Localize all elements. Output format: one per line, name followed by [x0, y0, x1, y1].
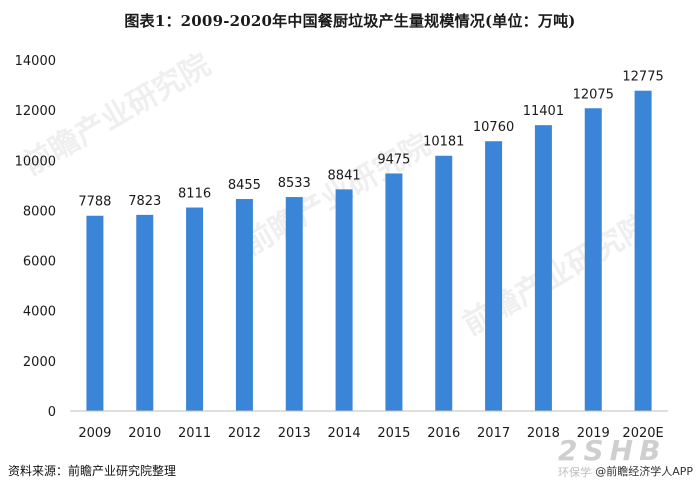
- data-label: 12775: [622, 70, 663, 85]
- x-tick-label: 2012: [228, 426, 261, 441]
- bar-2019: [584, 108, 602, 411]
- data-label: 7788: [78, 195, 111, 210]
- x-tick-label: 2014: [328, 426, 361, 441]
- bar-2015: [385, 173, 403, 411]
- x-tick-label: 2018: [527, 426, 560, 441]
- data-label: 8455: [228, 178, 261, 193]
- bar-2013: [285, 197, 303, 411]
- data-label: 8841: [328, 168, 361, 183]
- x-tick-label: 2020E: [622, 426, 663, 441]
- y-tick-label: 4000: [23, 305, 56, 320]
- x-tick-label: 2009: [78, 426, 111, 441]
- y-tick-label: 12000: [15, 104, 56, 119]
- bar-2018: [534, 125, 552, 411]
- y-tick-label: 6000: [23, 255, 56, 270]
- x-tick-label: 2015: [377, 426, 410, 441]
- bar-2010: [136, 214, 154, 411]
- source-note: 资料来源：前瞻产业研究院整理: [8, 464, 177, 478]
- data-label: 12075: [573, 87, 614, 102]
- watermark-logo: 2SHB: [558, 434, 667, 467]
- bar-2012: [235, 199, 253, 411]
- x-tick-label: 2011: [178, 426, 211, 441]
- bar-2016: [435, 155, 453, 411]
- bar-2020E: [634, 90, 652, 412]
- y-tick-label: 14000: [15, 54, 56, 69]
- bars: 7788 7823 8116 8455 8533 8841 9475 10181 10760 11…: [78, 70, 664, 412]
- bar-2009: [86, 215, 104, 411]
- chart-title: 图表1：2009-2020年中国餐厨垃圾产生量规模情况(单位：万吨): [124, 12, 576, 30]
- bar-2017: [485, 141, 503, 411]
- y-tick-label: 2000: [23, 355, 56, 370]
- y-tick-label: 10000: [15, 154, 56, 169]
- data-label: 11401: [523, 104, 564, 119]
- y-axis: 0 2000 4000 6000 8000 10000 12000 14000: [15, 54, 56, 420]
- x-tick-label: 2019: [577, 426, 610, 441]
- x-tick-label: 2016: [427, 426, 460, 441]
- x-axis: 2009 2010 2011 2012 2013 2014 2015 2016 2017 2018…: [70, 410, 668, 441]
- data-label: 8533: [278, 176, 311, 191]
- data-label: 10760: [473, 120, 514, 135]
- x-tick-label: 2010: [128, 426, 161, 441]
- data-label: 8116: [178, 187, 211, 202]
- x-tick-label: 2017: [477, 426, 510, 441]
- data-label: 9475: [377, 152, 410, 167]
- y-tick-label: 8000: [23, 204, 56, 219]
- data-label: 10181: [423, 135, 464, 150]
- bar-2014: [335, 189, 353, 411]
- x-tick-label: 2013: [278, 426, 311, 441]
- data-label: 7823: [128, 194, 161, 209]
- app-badge: @前瞻经济学人APP: [592, 462, 696, 480]
- y-tick-label: 0: [48, 405, 56, 420]
- bar-2011: [186, 207, 204, 411]
